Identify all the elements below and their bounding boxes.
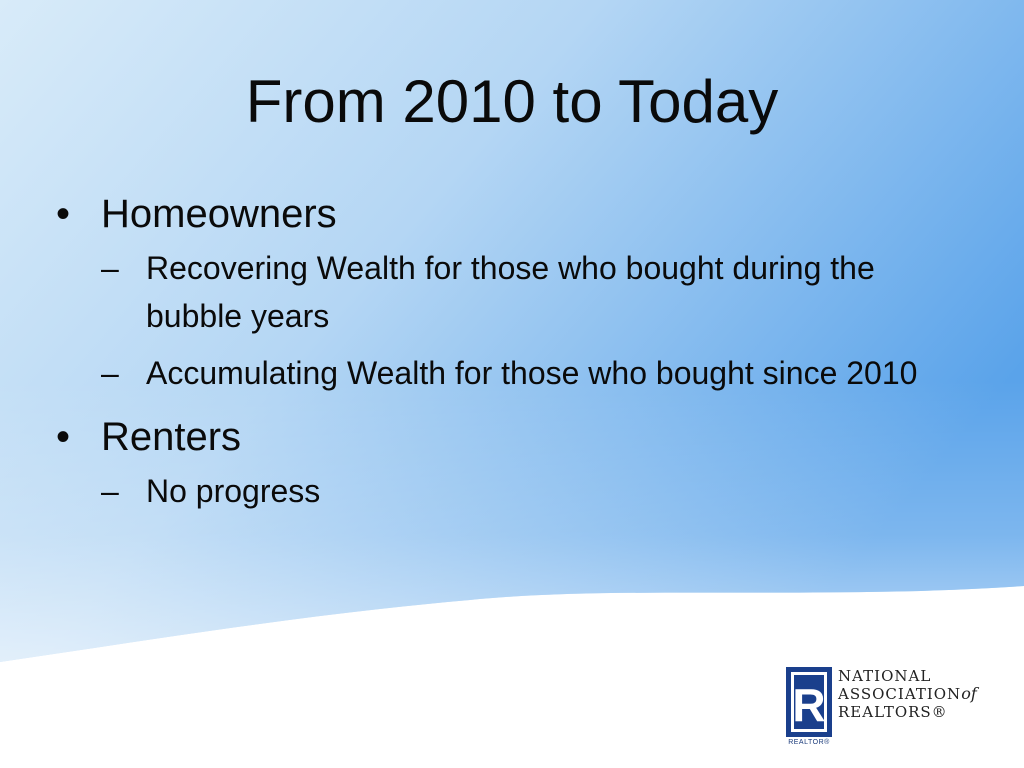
logo-wordmark: NATIONAL ASSOCIATIONof REALTORS® bbox=[838, 667, 977, 721]
bullet-renters: • Renters – No progress bbox=[56, 411, 956, 515]
sub-bullet-recovering-wealth: – Recovering Wealth for those who bought… bbox=[101, 244, 956, 340]
logo-line-realtors: REALTORS® bbox=[838, 703, 948, 721]
sub-bullet-no-progress: – No progress bbox=[101, 467, 956, 515]
bullet-list: • Homeowners – Recovering Wealth for tho… bbox=[56, 188, 956, 524]
bullet-text: Homeowners bbox=[101, 192, 337, 236]
nar-logo: R REALTOR® NATIONAL ASSOCIATIONof REALTO… bbox=[786, 667, 982, 749]
logo-mark-caption: REALTOR® bbox=[788, 739, 830, 746]
dash-icon: – bbox=[101, 473, 119, 509]
bullet-icon: • bbox=[56, 192, 71, 236]
logo-of-word: of bbox=[961, 684, 977, 703]
logo-line-national: NATIONAL bbox=[838, 667, 932, 685]
sub-bullet-text: Recovering Wealth for those who bought d… bbox=[146, 250, 875, 334]
logo-association-word: ASSOCIATION bbox=[838, 685, 962, 703]
bullet-icon: • bbox=[56, 415, 71, 459]
sub-bullet-text: Accumulating Wealth for those who bought… bbox=[146, 355, 918, 391]
sub-bullet-list: – Recovering Wealth for those who bought… bbox=[101, 244, 956, 397]
dash-icon: – bbox=[101, 250, 119, 286]
logo-line-association: ASSOCIATIONof bbox=[838, 684, 977, 704]
realtor-r-icon: R bbox=[786, 667, 832, 737]
logo-mark-letter: R bbox=[792, 679, 825, 731]
slide-title: From 2010 to Today bbox=[245, 68, 779, 135]
bullet-homeowners: • Homeowners – Recovering Wealth for tho… bbox=[56, 188, 956, 397]
sub-bullet-accumulating-wealth: – Accumulating Wealth for those who boug… bbox=[101, 349, 956, 397]
sub-bullet-list: – No progress bbox=[101, 467, 956, 515]
bullet-text: Renters bbox=[101, 415, 242, 459]
sub-bullet-text: No progress bbox=[146, 473, 321, 509]
dash-icon: – bbox=[101, 355, 119, 391]
